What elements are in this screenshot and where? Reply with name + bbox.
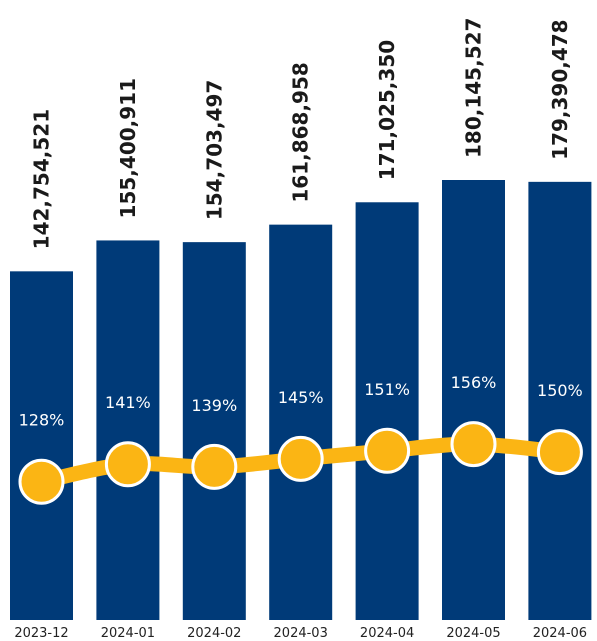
percent-label: 145% — [278, 388, 324, 407]
bar-value-label: 155,400,911 — [116, 78, 140, 218]
x-tick-label: 2024-05 — [446, 626, 500, 641]
bar-2024-01 — [96, 240, 160, 620]
bar-value-label: 171,025,350 — [375, 40, 399, 180]
bar-2024-03 — [269, 224, 333, 621]
bar-value-label: 161,868,958 — [289, 62, 313, 202]
ratio-point-2024-03 — [277, 435, 324, 482]
ratio-point-2024-04 — [364, 427, 411, 474]
x-axis-ticks: 2023-12 2024-01 2024-02 2024-03 2024-04 2024-… — [14, 626, 587, 641]
bar-2023-12 — [10, 271, 73, 620]
bar-value-label: 180,145,527 — [462, 18, 486, 158]
bar-value-label: 179,390,478 — [548, 19, 572, 159]
bar-2024-02 — [182, 242, 246, 620]
bar-2024-05 — [442, 180, 505, 620]
bars-group — [10, 180, 592, 621]
bar-2024-04 — [355, 202, 419, 620]
percent-label: 156% — [451, 373, 497, 392]
x-tick-label: 2024-03 — [274, 626, 328, 641]
bar-value-label: 142,754,521 — [30, 109, 54, 249]
percent-label: 151% — [364, 380, 410, 399]
ratio-point-2024-02 — [191, 443, 238, 490]
percent-label: 128% — [19, 411, 65, 430]
x-tick-label: 2024-06 — [533, 626, 587, 641]
x-tick-label: 2024-04 — [360, 626, 414, 641]
ratio-point-2023-12 — [18, 458, 65, 505]
x-tick-label: 2024-01 — [101, 626, 155, 641]
bar-value-labels-group: 142,754,521 155,400,911 154,703,497 161,868… — [30, 18, 572, 250]
x-tick-label: 2024-02 — [187, 626, 241, 641]
ratio-point-2024-05 — [450, 421, 497, 468]
ratio-point-2024-01 — [104, 441, 151, 488]
bar-2024-06 — [528, 181, 592, 620]
percent-labels-group: 128% 141% 139% 145% 151% 156% 150% — [19, 373, 583, 430]
line-group — [18, 421, 583, 505]
x-tick-label: 2023-12 — [14, 626, 68, 641]
bar-value-label: 154,703,497 — [202, 80, 226, 220]
percent-label: 150% — [537, 381, 583, 400]
percent-label: 141% — [105, 393, 151, 412]
percent-label: 139% — [191, 396, 237, 415]
ratio-point-2024-06 — [536, 429, 583, 476]
